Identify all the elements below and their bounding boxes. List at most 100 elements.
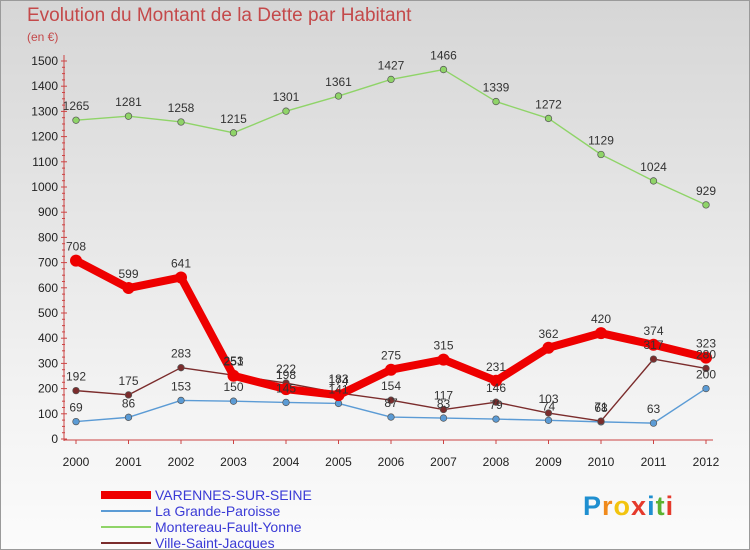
- data-label: 83: [437, 397, 451, 411]
- data-point: [332, 389, 345, 402]
- data-label: 1215: [220, 112, 247, 126]
- data-label: 1129: [588, 133, 614, 147]
- x-tick-label: 2002: [168, 455, 195, 469]
- data-point: [649, 419, 658, 427]
- x-tick-label: 2005: [325, 455, 352, 469]
- data-point: [492, 97, 500, 106]
- data-point: [177, 396, 185, 405]
- data-label: 174: [328, 374, 348, 388]
- data-label: 71: [594, 400, 608, 414]
- legend-label: Montereau-Fault-Yonne: [155, 519, 302, 535]
- y-tick-label: 900: [38, 205, 58, 219]
- data-point: [227, 369, 240, 382]
- x-tick-label: 2004: [273, 455, 300, 469]
- data-point: [439, 65, 448, 74]
- data-point: [122, 282, 135, 295]
- y-tick-label: 800: [38, 230, 58, 244]
- x-tick-label: 2003: [220, 455, 247, 469]
- x-tick-label: 2009: [535, 455, 562, 469]
- data-label: 68: [594, 401, 608, 415]
- data-label: 1265: [63, 99, 90, 113]
- logo-letter: t: [655, 491, 666, 521]
- data-point: [72, 116, 80, 124]
- data-point: [282, 398, 290, 407]
- data-point: [492, 398, 500, 406]
- data-label: 87: [384, 396, 398, 410]
- x-tick-label: 2000: [63, 455, 90, 469]
- data-point: [334, 399, 343, 408]
- data-point: [702, 384, 710, 393]
- data-point: [544, 416, 553, 425]
- data-point: [387, 75, 395, 84]
- data-label: 1281: [115, 95, 142, 109]
- proxiti-logo: Proxiti: [583, 491, 674, 522]
- data-label: 175: [118, 374, 138, 388]
- data-label: 63: [647, 402, 661, 416]
- x-tick-label: 2006: [378, 455, 405, 469]
- x-tick-label: 2011: [641, 455, 667, 469]
- data-label: 641: [171, 256, 191, 270]
- data-label: 315: [433, 339, 453, 353]
- data-label: 1272: [535, 97, 562, 111]
- data-point: [387, 413, 395, 421]
- data-point: [334, 92, 343, 100]
- data-label: 200: [696, 368, 716, 382]
- data-label: 708: [66, 240, 86, 254]
- y-tick-label: 1300: [31, 104, 58, 118]
- data-point: [597, 417, 605, 425]
- y-tick-label: 500: [38, 306, 58, 320]
- data-label: 1024: [640, 160, 667, 174]
- data-point: [439, 405, 448, 414]
- data-point: [175, 271, 187, 284]
- data-point: [700, 351, 712, 364]
- data-point: [702, 364, 710, 373]
- data-point: [72, 386, 80, 395]
- data-label: 153: [171, 379, 191, 393]
- x-tick-label: 2001: [115, 455, 142, 469]
- data-label: 117: [434, 389, 453, 403]
- y-tick-label: 1000: [31, 180, 58, 194]
- y-tick-label: 600: [38, 281, 58, 295]
- data-label: 253: [223, 354, 243, 368]
- data-label: 420: [591, 312, 611, 326]
- data-label: 929: [696, 184, 716, 198]
- data-label: 283: [171, 347, 191, 361]
- data-label: 599: [118, 267, 138, 281]
- data-label: 154: [381, 379, 401, 393]
- data-label: 222: [276, 362, 296, 376]
- data-label: 103: [538, 392, 558, 406]
- data-label: 69: [69, 401, 83, 415]
- data-point: [649, 177, 658, 185]
- y-tick-label: 1200: [31, 130, 58, 144]
- data-label: 231: [486, 360, 506, 374]
- data-point: [544, 114, 553, 123]
- logo-letter: o: [613, 491, 632, 521]
- x-tick-label: 2010: [588, 455, 615, 469]
- data-point: [387, 396, 395, 404]
- data-label: 183: [328, 372, 348, 386]
- logo-letter: i: [665, 491, 675, 521]
- data-point: [597, 150, 605, 159]
- data-label: 1301: [273, 90, 300, 104]
- data-label: 1339: [483, 81, 510, 95]
- data-point: [544, 409, 553, 417]
- data-point: [177, 118, 185, 126]
- data-point: [702, 201, 710, 209]
- data-point: [229, 397, 238, 405]
- data-point: [72, 417, 80, 426]
- data-point: [542, 341, 555, 354]
- data-label: 1258: [168, 101, 195, 115]
- data-point: [280, 383, 292, 396]
- data-label: 146: [486, 381, 506, 395]
- data-point: [439, 414, 448, 422]
- x-tick-label: 2012: [693, 455, 720, 469]
- data-label: 1466: [430, 49, 457, 63]
- data-point: [70, 254, 82, 267]
- chart-subtitle: (en €): [27, 30, 59, 44]
- y-tick-label: 1500: [31, 54, 58, 68]
- data-label: 1427: [378, 58, 405, 72]
- data-label: 362: [538, 327, 558, 341]
- y-tick-label: 700: [38, 256, 58, 270]
- data-point: [124, 112, 133, 120]
- logo-letter: P: [583, 491, 603, 521]
